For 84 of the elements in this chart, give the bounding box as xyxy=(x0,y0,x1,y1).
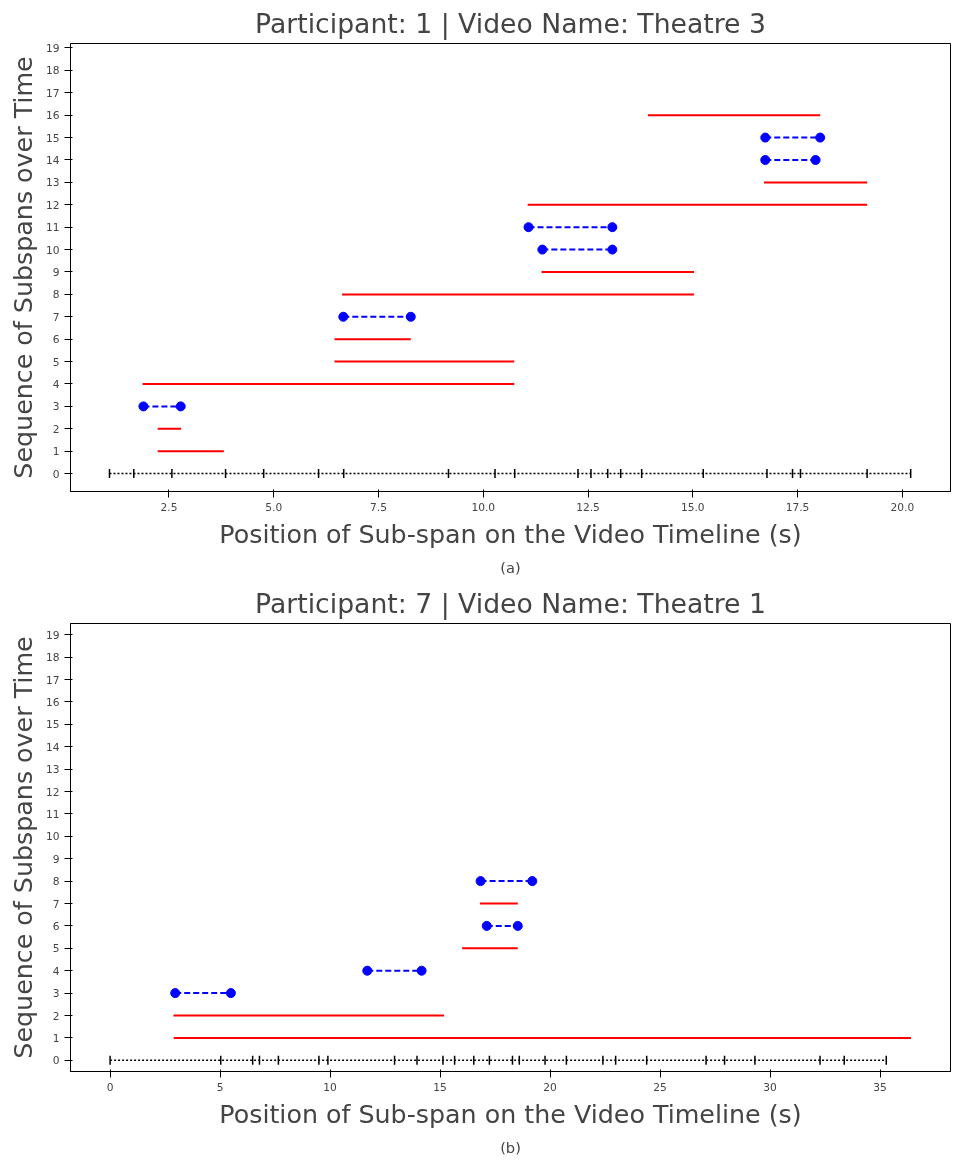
y-tick-label: 18 xyxy=(45,651,60,665)
y-tick-label: 17 xyxy=(45,673,60,687)
point xyxy=(175,401,186,412)
x-tick-label: 0 xyxy=(106,1080,114,1094)
point xyxy=(138,401,149,412)
y-tick-label: 14 xyxy=(45,740,60,754)
y-tick-label: 10 xyxy=(45,830,60,844)
y-axis-title: Sequence of Subspans over Time xyxy=(7,56,38,479)
point xyxy=(815,132,826,143)
y-tick-label: 8 xyxy=(52,875,60,889)
y-tick-label: 0 xyxy=(52,467,60,481)
y-tick-label: 4 xyxy=(52,964,60,978)
y-tick-label: 13 xyxy=(45,763,60,777)
y-tick-label: 3 xyxy=(52,400,60,414)
y-tick-label: 1 xyxy=(52,445,60,459)
y-tick-label: 5 xyxy=(52,355,60,369)
point xyxy=(475,876,486,887)
x-tick-label: 20 xyxy=(543,1080,558,1094)
y-tick-label: 11 xyxy=(45,807,60,821)
point xyxy=(760,132,771,143)
x-tick-label: 17.5 xyxy=(785,500,810,514)
x-tick-label: 7.5 xyxy=(370,500,387,514)
text: (b) xyxy=(500,1138,521,1156)
y-tick-label: 6 xyxy=(52,919,60,933)
y-tick-label: 12 xyxy=(45,198,60,212)
y-axis-title: Sequence of Subspans over Time xyxy=(7,636,38,1059)
point xyxy=(362,965,373,976)
y-tick-label: 2 xyxy=(52,422,60,436)
x-axis-title: Position of Sub-span on the Video Timeline (s) xyxy=(219,518,802,549)
chart-title: Participant: 7 | Video Name: Theatre 1 xyxy=(255,587,766,620)
x-tick-label: 15 xyxy=(433,1080,447,1094)
x-tick-label: 2.5 xyxy=(160,500,178,514)
y-tick-label: 19 xyxy=(45,628,60,642)
x-tick-label: 30 xyxy=(763,1080,778,1094)
y-tick-label: 15 xyxy=(45,131,60,145)
y-tick-label: 7 xyxy=(52,897,60,911)
x-tick-label: 12.5 xyxy=(576,500,600,514)
y-tick-label: 10 xyxy=(45,243,60,257)
point xyxy=(607,222,618,233)
y-tick-label: 9 xyxy=(52,265,60,279)
y-tick-label: 12 xyxy=(45,785,60,799)
point xyxy=(527,876,538,887)
y-tick-label: 4 xyxy=(52,377,60,391)
point xyxy=(225,988,236,999)
x-tick-label: 15.0 xyxy=(680,500,705,514)
x-tick-label: 20.0 xyxy=(890,500,915,514)
point xyxy=(170,988,181,999)
y-tick-label: 9 xyxy=(52,852,60,866)
y-tick-label: 17 xyxy=(45,86,60,100)
y-tick-label: 16 xyxy=(45,695,60,709)
y-tick-label: 0 xyxy=(52,1054,60,1068)
point xyxy=(760,154,771,165)
x-tick-label: 35 xyxy=(873,1080,887,1094)
y-tick-label: 19 xyxy=(45,41,60,55)
y-tick-label: 15 xyxy=(45,718,60,732)
y-tick-label: 18 xyxy=(45,64,60,78)
text: (a) xyxy=(500,558,521,576)
point xyxy=(338,311,349,322)
y-tick-label: 7 xyxy=(52,310,60,324)
x-tick-label: 10.0 xyxy=(471,500,496,514)
y-tick-label: 11 xyxy=(45,221,60,235)
point xyxy=(512,920,523,931)
y-tick-label: 6 xyxy=(52,333,60,347)
y-tick-label: 13 xyxy=(45,176,60,190)
y-tick-label: 8 xyxy=(52,288,60,302)
x-tick-label: 10 xyxy=(323,1080,338,1094)
y-tick-label: 3 xyxy=(52,987,60,1001)
point xyxy=(607,244,618,255)
point xyxy=(537,244,548,255)
x-tick-label: 5.0 xyxy=(265,500,283,514)
y-tick-label: 2 xyxy=(52,1009,60,1023)
y-tick-label: 14 xyxy=(45,153,60,167)
y-tick-label: 16 xyxy=(45,109,60,123)
point xyxy=(416,965,427,976)
chart-title: Participant: 1 | Video Name: Theatre 3 xyxy=(255,7,766,40)
y-tick-label: 5 xyxy=(52,942,60,956)
x-tick-label: 25 xyxy=(653,1080,667,1094)
point xyxy=(810,154,821,165)
point xyxy=(405,311,416,322)
point xyxy=(481,920,492,931)
x-axis-title: Position of Sub-span on the Video Timeline (s) xyxy=(219,1098,802,1129)
y-tick-label: 1 xyxy=(52,1031,60,1045)
point xyxy=(523,222,534,233)
x-tick-label: 5 xyxy=(216,1080,224,1094)
